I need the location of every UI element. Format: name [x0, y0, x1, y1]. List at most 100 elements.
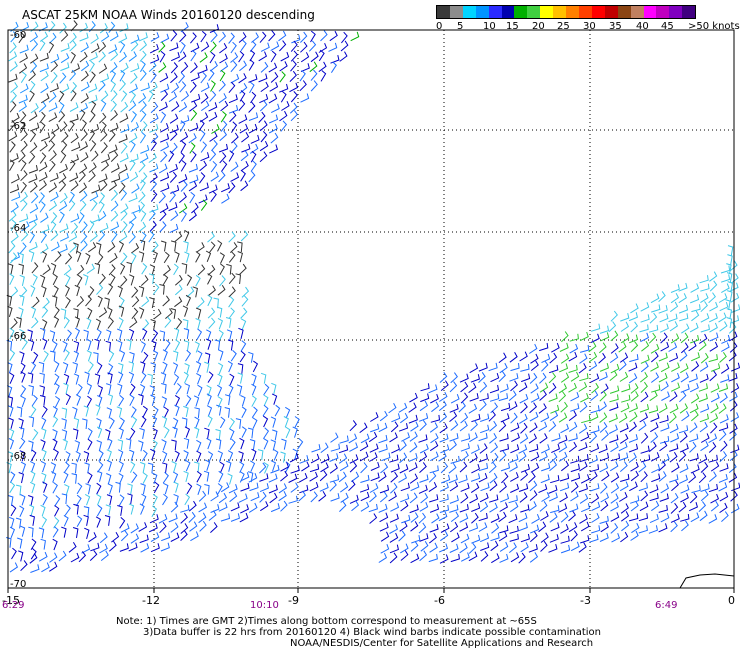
wind-barb — [152, 427, 158, 440]
wind-barb — [39, 372, 45, 384]
wind-barb — [389, 532, 399, 543]
wind-barb — [169, 42, 179, 52]
wind-barb — [379, 410, 388, 422]
wind-barb — [52, 295, 58, 307]
wind-barb — [90, 33, 99, 44]
wind-barb — [218, 349, 224, 361]
wind-barb — [30, 538, 37, 551]
wind-barb — [164, 339, 171, 351]
wind-barb — [301, 461, 310, 472]
wind-barb — [589, 412, 599, 422]
wind-barb — [420, 383, 430, 392]
wind-barb — [16, 316, 22, 328]
wind-barb — [80, 152, 89, 163]
wind-barb — [60, 141, 68, 153]
wind-barb — [200, 199, 208, 211]
wind-barb — [239, 60, 247, 72]
wind-barb — [129, 153, 139, 163]
wind-barb — [73, 503, 79, 515]
wind-barb — [28, 385, 34, 396]
wind-barb — [141, 319, 150, 331]
wind-barb — [140, 82, 150, 92]
note-line-3: NOAA/NESDIS/Center for Satellite Applica… — [290, 638, 594, 649]
wind-barb — [48, 41, 55, 54]
wind-barb — [194, 341, 200, 353]
wind-barb — [80, 240, 88, 252]
wind-barb — [710, 392, 720, 403]
wind-barb — [76, 250, 82, 262]
wind-barb — [690, 410, 699, 422]
wind-barb — [39, 52, 49, 62]
wind-barb — [73, 350, 80, 363]
wind-barb — [320, 454, 330, 464]
wind-barb — [219, 61, 229, 72]
wind-barb — [138, 201, 146, 213]
wind-barb — [96, 328, 102, 341]
wind-barb — [129, 317, 138, 328]
wind-barb — [161, 416, 168, 428]
wind-barb — [8, 437, 15, 450]
wind-barb — [240, 150, 249, 162]
wind-barb — [54, 395, 61, 408]
wind-barb — [539, 501, 548, 512]
wind-barb — [170, 210, 179, 221]
wind-barb — [230, 121, 238, 133]
wind-barb — [718, 422, 729, 432]
wind-barb — [110, 90, 118, 102]
wind-barb — [239, 90, 246, 102]
wind-barb — [164, 426, 170, 439]
wind-barb — [138, 161, 146, 173]
wind-barb — [120, 209, 128, 221]
wind-barb — [49, 172, 59, 182]
wind-barb — [130, 523, 139, 534]
wind-barb — [217, 240, 223, 252]
wind-barb — [449, 433, 459, 442]
wind-barb — [50, 61, 59, 73]
wind-barb — [98, 273, 106, 285]
wind-barb — [87, 438, 93, 451]
wind-barb — [163, 482, 169, 495]
wind-barb — [18, 472, 24, 484]
wind-barb — [189, 81, 197, 93]
wind-barb — [227, 473, 233, 485]
wind-barb — [139, 179, 146, 191]
wind-barb — [268, 473, 278, 483]
wind-barb — [239, 263, 247, 275]
wind-barb — [719, 451, 728, 463]
wind-barb — [719, 414, 729, 424]
wind-barb — [238, 114, 248, 124]
wind-barb — [619, 481, 629, 492]
wind-barb — [670, 292, 680, 304]
wind-barb — [190, 72, 200, 82]
wind-barb — [300, 31, 308, 43]
wind-barb — [418, 522, 427, 534]
wind-barb — [29, 181, 38, 193]
colorbar-label: 25 — [557, 21, 570, 32]
wind-barb — [630, 530, 639, 541]
wind-barb — [40, 132, 50, 142]
wind-barb — [189, 191, 196, 204]
wind-barb — [680, 342, 689, 354]
wind-barb — [470, 473, 481, 482]
wind-barb — [162, 471, 169, 484]
wind-barb — [6, 340, 13, 351]
wind-barb — [20, 181, 27, 194]
wind-barb — [61, 526, 67, 538]
wind-barb — [70, 89, 77, 102]
wind-barb — [389, 524, 399, 534]
wind-barb — [520, 542, 529, 553]
wind-barb — [238, 451, 244, 463]
wind-barb — [340, 40, 349, 52]
wind-barb — [568, 441, 578, 453]
wind-barb — [98, 80, 106, 92]
wind-barb — [263, 462, 269, 474]
wind-barb — [118, 164, 128, 174]
wind-barb — [729, 391, 738, 402]
wind-barb — [40, 439, 46, 451]
wind-barb — [38, 180, 47, 191]
wind-barb — [329, 480, 337, 492]
wind-barb — [250, 150, 257, 163]
wind-barb — [89, 550, 98, 561]
wind-barb — [510, 380, 518, 392]
wind-barb — [411, 535, 421, 544]
